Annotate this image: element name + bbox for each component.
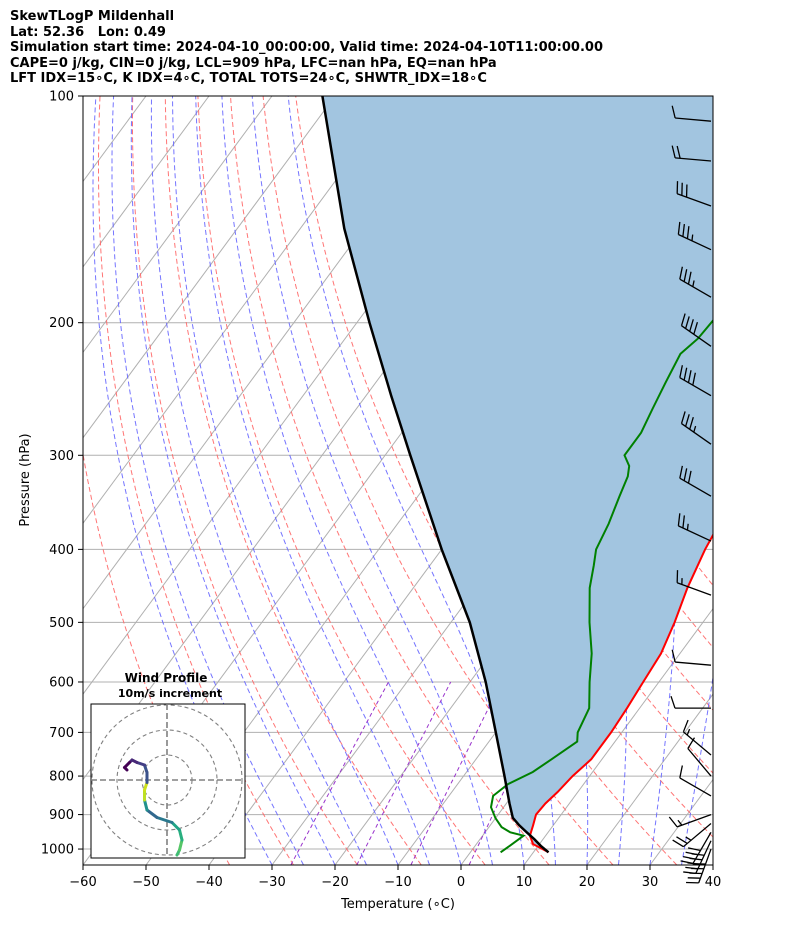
hodograph-segment (178, 828, 184, 842)
title-times: Simulation start time: 2024-04-10_00:00:… (10, 40, 603, 56)
x-tick-label: −20 (321, 875, 348, 890)
moist-adiabat (712, 862, 713, 865)
moist-adiabat (111, 96, 304, 865)
hodograph-segment (178, 838, 184, 852)
x-tick-label: 20 (579, 875, 596, 890)
y-tick-label: 300 (49, 449, 74, 464)
x-tick-label: −40 (195, 875, 222, 890)
isotherm (776, 96, 794, 865)
wind-barb (677, 221, 712, 251)
wind-barb (672, 823, 712, 848)
x-tick-label: −10 (384, 875, 411, 890)
wind-barb (680, 411, 712, 445)
mixing-ratio-line (356, 681, 452, 865)
y-tick-label: 600 (49, 675, 74, 690)
wind-barb (668, 813, 712, 828)
isotherm (712, 864, 713, 865)
wind-barb (687, 737, 712, 777)
wind-barb (679, 765, 712, 797)
isotherm (83, 96, 399, 525)
title-cape: CAPE=0 j/kg, CIN=0 j/kg, LCL=909 hPa, LF… (10, 55, 497, 71)
x-tick-label: −60 (69, 875, 96, 890)
dry-adiabat (164, 96, 422, 865)
wind-barb (680, 831, 712, 865)
y-tick-label: 400 (49, 543, 74, 558)
title-latlon: Lat: 52.36 Lon: 0.49 (10, 24, 166, 40)
wind-barb (680, 313, 712, 347)
y-tick-label: 800 (49, 770, 74, 785)
hodograph-segment (170, 821, 181, 832)
dry-adiabat (262, 96, 614, 865)
y-tick-label: 100 (49, 90, 74, 105)
moist-adiabat (172, 96, 399, 865)
wind-barb (671, 649, 712, 666)
isotherm (586, 693, 713, 865)
x-tick-label: 0 (457, 875, 465, 890)
moist-adiabat (150, 96, 367, 865)
wind-barb (676, 181, 712, 207)
x-tick-label: −30 (258, 875, 285, 890)
wind-barb (670, 695, 711, 709)
moist-adiabat (251, 96, 493, 865)
hodograph-title: Wind Profile (125, 671, 208, 685)
wind-barb (679, 365, 712, 397)
moist-adiabat (221, 96, 462, 865)
isotherm (83, 96, 336, 439)
dry-adiabat (132, 96, 358, 865)
isotherm (0, 96, 20, 865)
x-axis-label: Temperature (∘C) (340, 897, 455, 912)
wind-barb (671, 145, 712, 162)
wind-barb (671, 105, 712, 122)
temperature-line (528, 532, 713, 854)
x-tick-label: 10 (516, 875, 533, 890)
moist-adiabat (130, 96, 336, 865)
isotherm (83, 96, 210, 268)
wind-barb (682, 719, 712, 756)
hodograph-segment (145, 808, 159, 819)
moist-adiabat (195, 96, 430, 865)
dewpoint-line (489, 318, 713, 854)
x-tick-label: 30 (642, 875, 659, 890)
hodograph-segment (155, 816, 174, 824)
y-tick-label: 1000 (41, 843, 74, 858)
hodograph-segment (143, 798, 149, 812)
isotherm (83, 96, 84, 97)
dry-adiabat (230, 96, 550, 865)
x-tick-label: 40 (705, 875, 722, 890)
wind-barb (679, 465, 712, 497)
parcel-line (321, 96, 550, 854)
title-indices: LFT IDX=15∘C, K IDX=4∘C, TOTAL TOTS=24∘C… (10, 71, 487, 87)
wind-barb (677, 513, 712, 542)
title-station: SkewTLogP Mildenhall (10, 9, 175, 24)
title-block: SkewTLogP Mildenhall Lat: 52.36 Lon: 0.4… (10, 9, 603, 87)
dry-adiabat (785, 96, 794, 865)
dry-adiabat (83, 451, 231, 865)
mixing-ratio-line (410, 681, 503, 865)
y-tick-label: 700 (49, 726, 74, 741)
isotherm (83, 96, 273, 354)
wind-barb (676, 570, 712, 596)
cin-shading (322, 96, 713, 853)
y-tick-label: 500 (49, 616, 74, 631)
dry-adiabat (197, 96, 486, 865)
dry-adiabat (720, 96, 794, 865)
hodograph-segment (123, 766, 129, 772)
y-tick-label: 900 (49, 808, 74, 823)
isotherm (523, 607, 713, 865)
y-tick-label: 200 (49, 316, 74, 331)
wind-barb (679, 266, 712, 298)
x-tick-label: −50 (132, 875, 159, 890)
hodograph-subtitle: 10m/s increment (118, 687, 222, 700)
y-axis-label: Pressure (hPa) (18, 433, 33, 526)
dry-adiabat (752, 96, 794, 865)
